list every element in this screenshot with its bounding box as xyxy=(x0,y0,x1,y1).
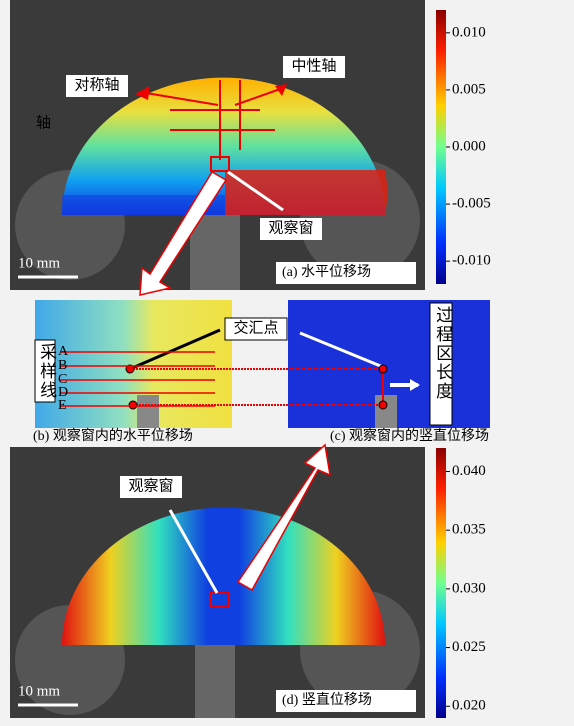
label: 对称轴 xyxy=(74,76,119,93)
scale-bar-label: 10 mm xyxy=(18,683,60,699)
tick-label: 0.035 xyxy=(452,522,486,538)
caption: (a) 水平位移场 xyxy=(282,264,371,280)
label: 中性轴 xyxy=(291,57,336,74)
label: 观察窗 xyxy=(128,476,173,494)
tick-label: -0.010 xyxy=(452,253,491,269)
line-label: E xyxy=(58,398,67,413)
line-label: A xyxy=(58,344,69,359)
tick-label: -0.005 xyxy=(452,196,491,212)
caption: (c) 观察窗内的竖直位移场 xyxy=(330,427,489,444)
label: 采样线 xyxy=(37,343,57,400)
panel-a: 对称轴 中性轴 轴 观察窗 10 mm (a) 水平位移场 xyxy=(10,0,446,295)
figure: 对称轴 中性轴 轴 观察窗 10 mm (a) 水平位移场 交汇点 采样线 (b… xyxy=(0,0,574,726)
caption: (b) 观察窗内的水平位移场 xyxy=(33,427,193,444)
label: 过程区长度 xyxy=(433,306,453,401)
label: 轴 xyxy=(36,114,51,131)
tick-label: 0.020 xyxy=(452,698,486,714)
tick-label: 0.040 xyxy=(452,463,486,479)
tick-label: 0.010 xyxy=(452,24,486,40)
tick-label: 0.030 xyxy=(452,580,486,596)
colorbar xyxy=(436,448,446,718)
caption: (d) 竖直位移场 xyxy=(282,691,372,708)
line-label: B xyxy=(58,358,67,373)
tick-label: 0.005 xyxy=(452,81,486,97)
label: 观察窗 xyxy=(268,218,313,236)
tick-label: 0.000 xyxy=(452,138,486,154)
panel-b: 交汇点 采样线 (b) 观察窗内的水平位移场 xyxy=(33,300,287,444)
scale-bar-label: 10 mm xyxy=(18,255,60,271)
tick-label: 0.025 xyxy=(452,639,486,655)
colorbar xyxy=(436,10,446,284)
panel-d: 观察窗 10 mm (d) 竖直位移场 xyxy=(10,445,446,718)
label: 交汇点 xyxy=(233,318,278,336)
